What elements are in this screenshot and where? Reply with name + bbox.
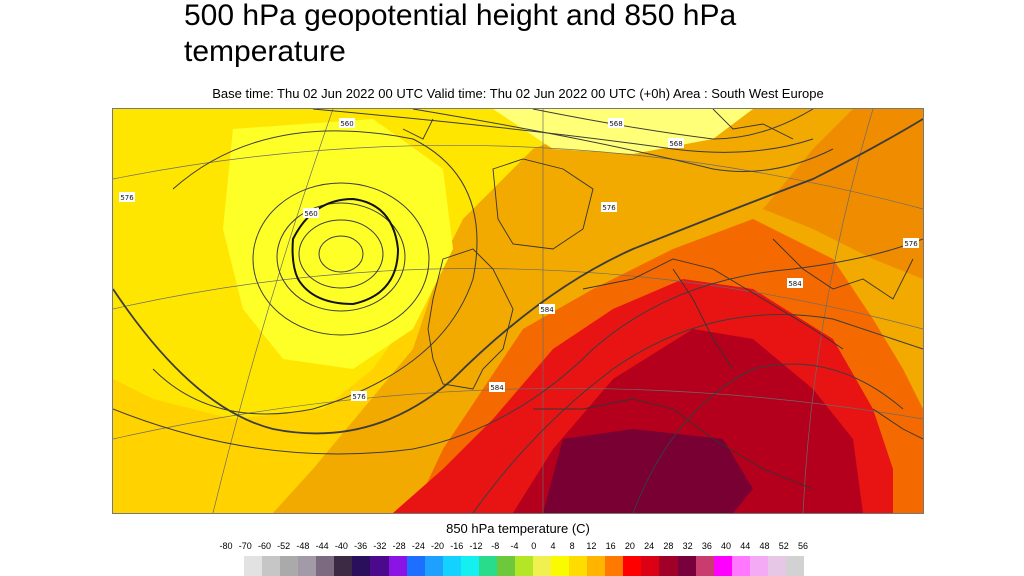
contour-label: 568 <box>668 138 684 148</box>
colorbar-swatch <box>605 556 624 576</box>
svg-text:576: 576 <box>904 240 918 248</box>
svg-text:568: 568 <box>609 120 622 128</box>
colorbar-tick-label: -16 <box>450 541 464 551</box>
colorbar-tick-label: -24 <box>411 541 425 551</box>
contour-label: 560 <box>303 208 319 218</box>
colorbar-swatch <box>334 556 353 576</box>
contour-label: 584 <box>539 304 555 314</box>
colorbar-tick-label: -4 <box>510 541 519 551</box>
colorbar-tick-label: -40 <box>334 541 348 551</box>
colorbar-tick-label: 4 <box>550 541 556 551</box>
colorbar-swatch <box>262 556 281 576</box>
colorbar-swatch <box>767 556 786 576</box>
colorbar-swatch <box>442 556 461 576</box>
svg-text:576: 576 <box>352 393 366 401</box>
colorbar-swatch <box>623 556 642 576</box>
colorbar-tick-label: 16 <box>605 541 616 551</box>
page-subtitle: Base time: Thu 02 Jun 2022 00 UTC Valid … <box>212 86 824 101</box>
colorbar-swatch <box>587 556 606 576</box>
colorbar-tick-label: 8 <box>569 541 575 551</box>
page-title: 500 hPa geopotential height and 850 hPa … <box>184 0 737 68</box>
colorbar-swatch <box>749 556 768 576</box>
colorbar-swatch <box>352 556 371 576</box>
contour-label: 560 <box>339 118 355 128</box>
colorbar-swatch <box>406 556 425 576</box>
colorbar-tick-label: -48 <box>296 541 310 551</box>
colorbar-tick-label: -28 <box>392 541 406 551</box>
colorbar-swatch <box>298 556 317 576</box>
colorbar-tick-label: 52 <box>778 541 789 551</box>
colorbar-tick-label: 48 <box>759 541 770 551</box>
colorbar-swatch <box>695 556 714 576</box>
height-contours <box>113 109 923 513</box>
colorbar-swatch <box>533 556 552 576</box>
temp-zone-peak <box>543 429 753 513</box>
weather-map: 560 568 576 584 576 576 584 576 560 568 … <box>112 108 924 514</box>
colorbar-swatch <box>785 556 804 576</box>
colorbar-tick-label: 24 <box>644 541 655 551</box>
colorbar-tick-label: -20 <box>431 541 445 551</box>
coastlines <box>402 109 923 490</box>
colorbar-tick-label: -32 <box>373 541 387 551</box>
contour-labels: 560 568 576 584 576 576 584 576 560 568 … <box>119 118 919 401</box>
colorbar-tick-label: -80 <box>219 541 233 551</box>
colorbar-swatch <box>244 556 263 576</box>
contour-label: 576 <box>351 391 367 401</box>
colorbar-tick-label: -60 <box>257 541 271 551</box>
temp-zone-east <box>763 109 923 279</box>
colorbar-swatch <box>478 556 497 576</box>
colorbar-tick-label: 40 <box>721 541 732 551</box>
contour-label: 576 <box>903 238 919 248</box>
svg-text:584: 584 <box>490 384 504 392</box>
colorbar-swatch <box>370 556 389 576</box>
colorbar-tick-label: 0 <box>531 541 537 551</box>
temp-zone-cold-core <box>223 119 453 369</box>
colorbar-swatch <box>677 556 696 576</box>
svg-text:560: 560 <box>340 120 353 128</box>
contour-label: 584 <box>489 382 505 392</box>
colorbar-swatch <box>388 556 407 576</box>
svg-text:584: 584 <box>788 280 802 288</box>
low-pressure-contour <box>291 197 400 306</box>
contour-label: 584 <box>787 278 803 288</box>
colorbar-swatch <box>551 556 570 576</box>
svg-text:584: 584 <box>540 306 554 314</box>
colorbar-tick-label: 28 <box>663 541 674 551</box>
colorbar-swatch <box>713 556 732 576</box>
colorbar <box>244 556 804 576</box>
svg-text:576: 576 <box>602 204 616 212</box>
colorbar-title: 850 hPa temperature (C) <box>446 521 590 536</box>
colorbar-tick-label: 20 <box>624 541 635 551</box>
colorbar-swatch <box>514 556 533 576</box>
colorbar-ticks: -80 -70 -60 -52 -48 -44 -40 -36 -32 -28 -24 -20 -16-… <box>0 541 1024 553</box>
colorbar-swatch <box>316 556 335 576</box>
colorbar-tick-label: 56 <box>797 541 809 551</box>
colorbar-swatch <box>731 556 750 576</box>
contour-label: 568 <box>608 118 624 128</box>
colorbar-tick-label: -12 <box>469 541 483 551</box>
svg-text:576: 576 <box>120 194 134 202</box>
temp-zone-north <box>493 109 753 154</box>
colorbar-swatch <box>641 556 660 576</box>
colorbar-swatch <box>460 556 479 576</box>
colorbar-tick-label: -44 <box>315 541 329 551</box>
svg-text:568: 568 <box>669 140 682 148</box>
colorbar-tick-label: -52 <box>277 541 291 551</box>
colorbar-swatch <box>424 556 443 576</box>
contour-label: 576 <box>119 192 135 202</box>
colorbar-swatch <box>496 556 515 576</box>
colorbar-tick-label: -70 <box>238 541 252 551</box>
contour-label: 576 <box>601 202 617 212</box>
colorbar-swatch <box>280 556 299 576</box>
colorbar-tick-label: 36 <box>701 541 712 551</box>
colorbar-tick-label: 12 <box>586 541 597 551</box>
colorbar-tick-label: -36 <box>354 541 368 551</box>
svg-text:560: 560 <box>304 210 317 218</box>
colorbar-tick-label: -8 <box>491 541 500 551</box>
colorbar-tick-label: 44 <box>740 541 751 551</box>
colorbar-swatch <box>659 556 678 576</box>
colorbar-swatch <box>569 556 588 576</box>
colorbar-tick-label: 32 <box>682 541 693 551</box>
